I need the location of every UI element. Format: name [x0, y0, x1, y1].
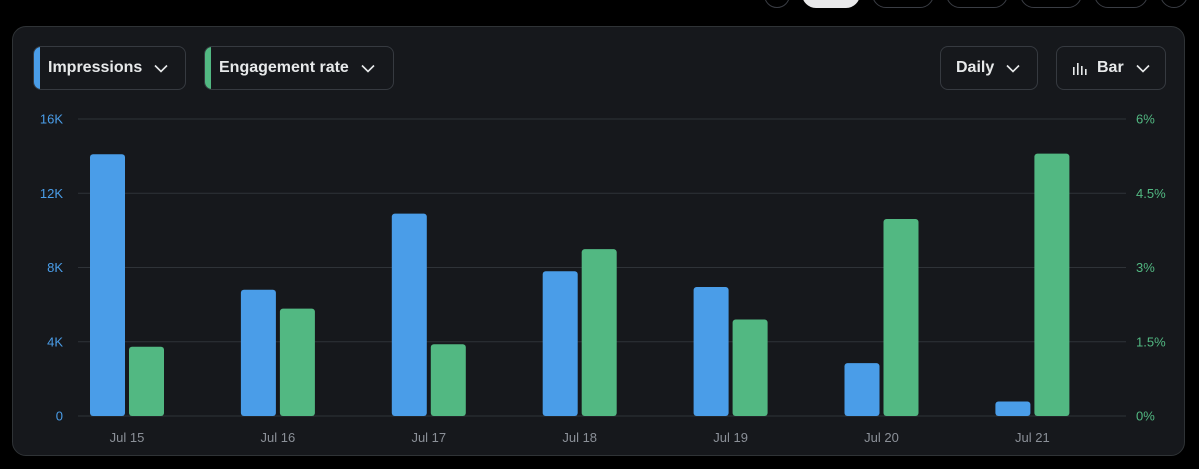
metric-select-engagement-rate[interactable]: Engagement rate	[204, 46, 394, 90]
range-tab-6[interactable]	[1094, 0, 1148, 8]
y-right-tick-label: 0%	[1136, 409, 1155, 424]
x-tick-label: Jul 19	[713, 430, 748, 445]
range-tab-active[interactable]	[802, 0, 860, 8]
range-tab-4[interactable]	[946, 0, 1008, 8]
analytics-chart-card: Impressions Engagement rate Daily Bar	[12, 26, 1185, 456]
y-right-tick-label: 1.5%	[1136, 334, 1166, 349]
range-tab-3[interactable]	[872, 0, 934, 8]
bar-engagement-rate	[129, 346, 164, 416]
range-tab-7[interactable]	[1160, 0, 1188, 8]
bar-impressions	[693, 286, 729, 416]
bar-impressions	[542, 271, 578, 416]
chevron-down-icon	[1136, 64, 1150, 73]
metric-select-impressions[interactable]: Impressions	[33, 46, 186, 90]
impressions-engagement-bar-chart: 0 4K 8K 12K 16K 0% 1.5% 3% 4.5% 6% Jul 15 Jul 16 Jul…	[40, 112, 1166, 446]
metric-label: Impressions	[48, 59, 143, 76]
bar-engagement-rate	[279, 308, 315, 416]
bar-impressions	[391, 213, 427, 416]
bar-engagement-rate	[732, 319, 768, 416]
y-left-tick-label: 12K	[40, 186, 63, 201]
x-tick-label: Jul 18	[562, 430, 597, 445]
range-tab-1[interactable]	[764, 0, 790, 8]
bar-engagement-rate	[1034, 153, 1070, 416]
chevron-down-icon	[154, 64, 168, 73]
metric-label: Engagement rate	[219, 59, 349, 76]
metric-color-swatch	[34, 47, 40, 89]
y-left-tick-label: 8K	[47, 260, 63, 275]
x-tick-label: Jul 15	[110, 430, 145, 445]
bar-chart-icon	[1073, 62, 1087, 75]
chart-type-label: Bar	[1097, 59, 1124, 76]
x-tick-label: Jul 21	[1015, 430, 1050, 445]
y-right-tick-label: 4.5%	[1136, 186, 1166, 201]
metric-color-swatch	[205, 47, 211, 89]
y-right-tick-label: 3%	[1136, 260, 1155, 275]
range-tab-5[interactable]	[1020, 0, 1082, 8]
interval-select[interactable]: Daily	[940, 46, 1038, 90]
chevron-down-icon	[1006, 64, 1020, 73]
bar-engagement-rate	[883, 218, 919, 416]
x-tick-label: Jul 17	[411, 430, 446, 445]
bar-impressions	[90, 154, 125, 417]
y-right-tick-label: 6%	[1136, 112, 1155, 127]
interval-label: Daily	[956, 59, 995, 76]
chart-type-select[interactable]: Bar	[1056, 46, 1166, 90]
bar-engagement-rate	[581, 249, 617, 416]
y-left-tick-label: 4K	[47, 334, 63, 349]
chevron-down-icon	[361, 64, 375, 73]
x-tick-label: Jul 16	[261, 430, 296, 445]
bar-impressions	[240, 289, 276, 416]
y-left-tick-label: 16K	[40, 112, 63, 127]
bar-engagement-rate	[430, 344, 466, 416]
y-left-tick-label: 0	[56, 409, 63, 424]
bar-impressions	[995, 401, 1031, 416]
bar-impressions	[844, 363, 880, 416]
x-tick-label: Jul 20	[864, 430, 899, 445]
